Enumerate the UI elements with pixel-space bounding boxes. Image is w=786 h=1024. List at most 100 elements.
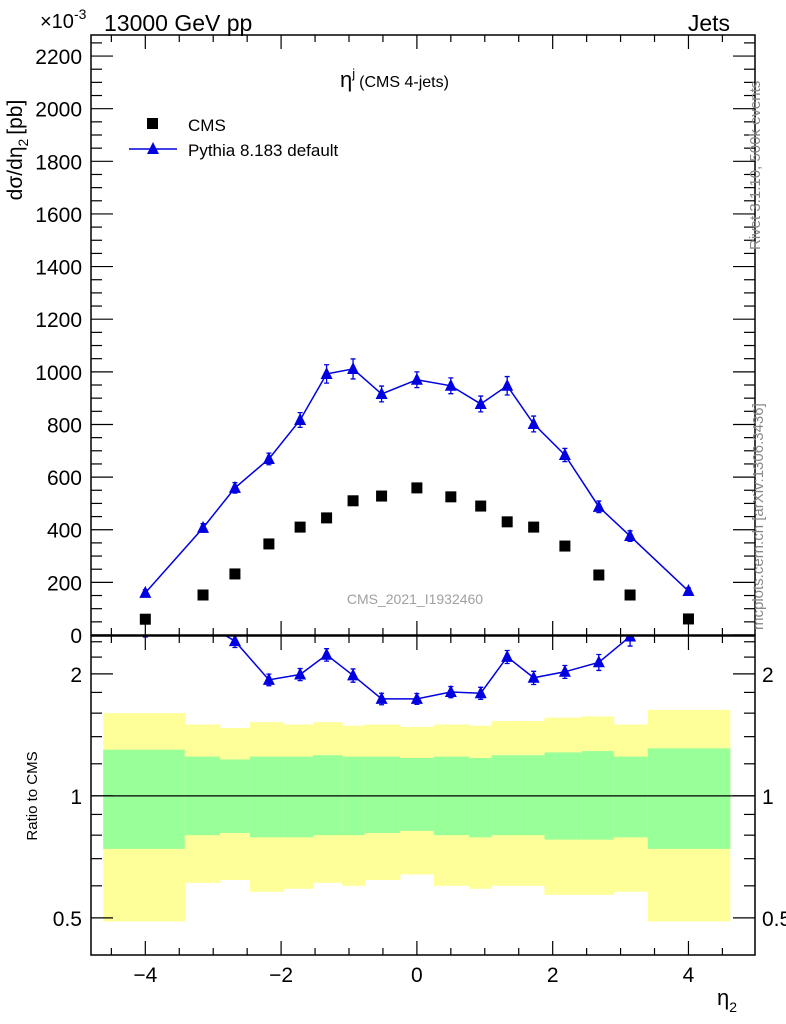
cms-point	[411, 482, 423, 494]
pythia-line	[144, 368, 689, 594]
header-left: 13000 GeV pp	[104, 10, 252, 36]
ratio-band-inner	[613, 756, 649, 838]
watermark: CMS_2021_I1932460	[347, 591, 483, 607]
y-tick-label: 400	[47, 520, 82, 543]
x-tick-label: 2	[547, 964, 559, 987]
ratio-y-tick-label-right: 2	[762, 664, 774, 687]
ratio-band-inner	[249, 756, 285, 838]
x-axis-label: η2	[717, 985, 737, 1015]
cms-point	[139, 613, 151, 625]
ratio-point	[294, 667, 307, 680]
legend-pythia-marker	[147, 142, 159, 154]
pythia-point	[294, 413, 307, 425]
pythia-point	[320, 366, 333, 379]
ratio-point	[558, 664, 571, 677]
ratio-point	[320, 647, 333, 660]
cms-point	[528, 521, 540, 533]
ratio-point	[501, 649, 514, 662]
cms-point	[197, 589, 209, 601]
y-tick-label: 1600	[35, 204, 82, 227]
ratio-band-inner	[647, 748, 731, 849]
ratio-error-bar	[201, 616, 206, 630]
ratio-y-tick-label: 1	[70, 786, 82, 809]
pythia-point	[410, 372, 423, 385]
x-tick-label: 4	[683, 964, 695, 987]
y-tick-label: 200	[47, 572, 82, 595]
ratio-point	[474, 686, 487, 699]
legend-cms-marker	[147, 118, 158, 129]
cms-point	[347, 495, 359, 507]
ratio-marks	[142, 616, 637, 706]
pythia-point	[474, 396, 487, 409]
ratio-point	[624, 636, 637, 642]
ratio-band-inner	[364, 756, 401, 833]
header-right: Jets	[688, 10, 730, 36]
ratio-band-inner	[103, 749, 186, 849]
x-tick-label: 0	[411, 964, 423, 987]
ratio-point	[410, 691, 423, 704]
pythia-point	[262, 451, 275, 464]
exponent-label: ×10-3	[40, 6, 87, 33]
x-tick-label: −2	[269, 964, 293, 987]
pythia-point	[444, 378, 457, 391]
ratio-band-inner	[313, 755, 343, 836]
ratio-point	[347, 668, 360, 681]
pythia-point	[375, 386, 388, 399]
ratio-point	[375, 691, 388, 704]
y-tick-label: 1000	[35, 362, 82, 385]
y-axis-label: dσ/dη2[pb]	[4, 100, 31, 201]
cms-point	[559, 540, 571, 552]
ratio-bands	[91, 709, 755, 922]
pythia-point	[228, 480, 241, 493]
ratio-band-inner	[520, 755, 546, 836]
pythia-point	[527, 416, 540, 429]
cms-point	[376, 490, 388, 502]
axes: −4 −2 0 2 4 0 200 400 600 800 1000 1200 1400 1600 1800…	[35, 34, 786, 987]
legend-pythia-label: Pythia 8.183 default	[188, 141, 339, 160]
cms-point	[475, 500, 487, 512]
y-tick-label: 2200	[35, 46, 82, 69]
ratio-y-tick-label-right: 0.5	[762, 908, 786, 931]
cms-point	[294, 521, 306, 533]
pythia-point	[682, 584, 695, 597]
ratio-point	[527, 670, 540, 683]
ratio-y-label: Ratio to CMS	[24, 751, 41, 840]
pythia-point	[197, 520, 210, 533]
ratio-point	[592, 655, 605, 668]
rivet-version-label: Rivet 3.1.10, 500k events	[747, 81, 764, 250]
main-frame	[90, 34, 756, 636]
ratio-point	[262, 672, 275, 685]
x-tick-label: −4	[133, 964, 157, 987]
mcplots-label: mcplots.cern.ch [arXiv:1306.3436]	[750, 403, 767, 630]
ratio-y-tick-label: 0.5	[53, 908, 82, 931]
ratio-point	[197, 616, 209, 628]
pythia-point	[347, 361, 360, 374]
y-tick-label: 1400	[35, 257, 82, 280]
pythia-point	[558, 448, 571, 460]
ratio-y-tick-label-right: 1	[762, 786, 774, 809]
cms-point	[445, 491, 457, 503]
cms-point	[229, 568, 241, 580]
pythia-point	[624, 529, 637, 542]
legend-cms-label: CMS	[188, 116, 226, 135]
ratio-band-inner	[469, 758, 493, 838]
main-title: ηj(CMS 4-jets)	[340, 66, 449, 92]
pythia-point	[501, 378, 514, 391]
ratio-point	[444, 685, 457, 698]
pythia-point	[139, 585, 152, 598]
chart-marks	[139, 358, 695, 706]
ratio-band-inner	[491, 755, 521, 836]
cms-point	[263, 538, 275, 550]
cms-point	[624, 589, 636, 601]
y-tick-label: 2000	[35, 99, 82, 122]
y-tick-label: 800	[47, 414, 82, 437]
pythia-point	[592, 499, 605, 512]
ratio-band-inner	[283, 756, 314, 838]
ratio-y-tick-label: 2	[70, 664, 82, 687]
cms-point	[501, 516, 513, 528]
cms-point	[593, 569, 605, 581]
cms-point	[321, 512, 333, 524]
ratio-band-inner	[399, 758, 435, 831]
